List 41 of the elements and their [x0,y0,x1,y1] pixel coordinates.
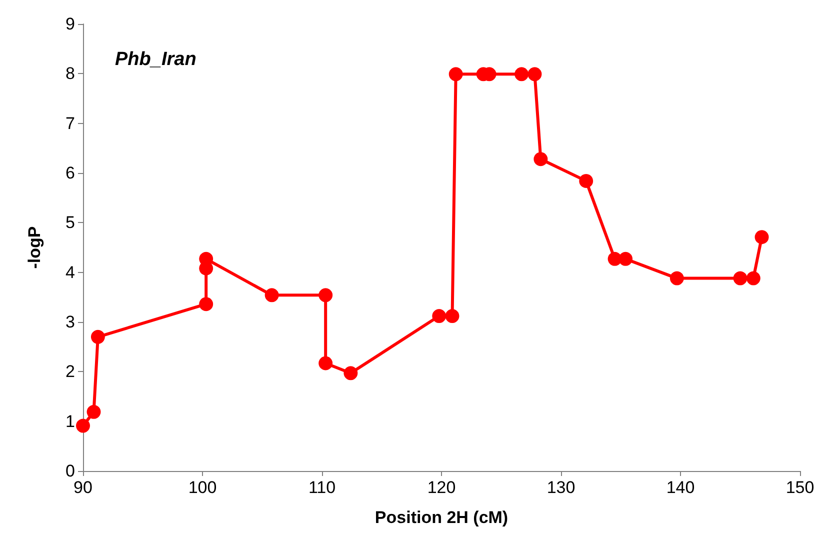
y-tick-label: 7 [66,114,75,133]
y-tick-label: 8 [66,64,75,84]
x-tick-label: 120 [427,478,456,497]
point [514,67,529,82]
y-tick-label: 9 [66,14,75,34]
point [199,297,214,312]
point [534,152,548,166]
point [344,366,358,380]
y-axis-title: -logP [25,226,44,269]
point [445,309,460,324]
y-tick-label: 1 [66,412,75,431]
x-tick-label: 100 [188,478,217,497]
y-tick-label: 4 [66,262,75,282]
point [746,271,760,286]
point [86,404,101,419]
point [754,230,769,244]
point [733,271,748,286]
y-tick-label: 3 [66,312,75,332]
y-tick-label: 5 [66,213,75,232]
y-tick-label: 2 [66,362,75,382]
point [90,330,105,344]
point [579,174,594,188]
point [199,252,214,266]
x-tick-label: 110 [308,478,336,497]
point [528,67,542,82]
y-tick-label: 6 [66,164,75,182]
x-tick-label: 90 [74,478,92,497]
point [318,356,333,370]
point [618,252,633,266]
point [264,288,279,302]
point [318,288,333,302]
x-tick-label: 130 [546,478,576,497]
point [76,418,90,433]
x-axis-title: Position 2H (cM) [374,508,508,527]
point [670,271,684,286]
x-tick-label: 150 [786,478,814,497]
point [432,309,446,324]
text: Phb_Iran [115,49,196,70]
x-tick-label: 140 [666,478,695,497]
y-tick-label: 0 [66,462,75,480]
point [448,67,463,82]
